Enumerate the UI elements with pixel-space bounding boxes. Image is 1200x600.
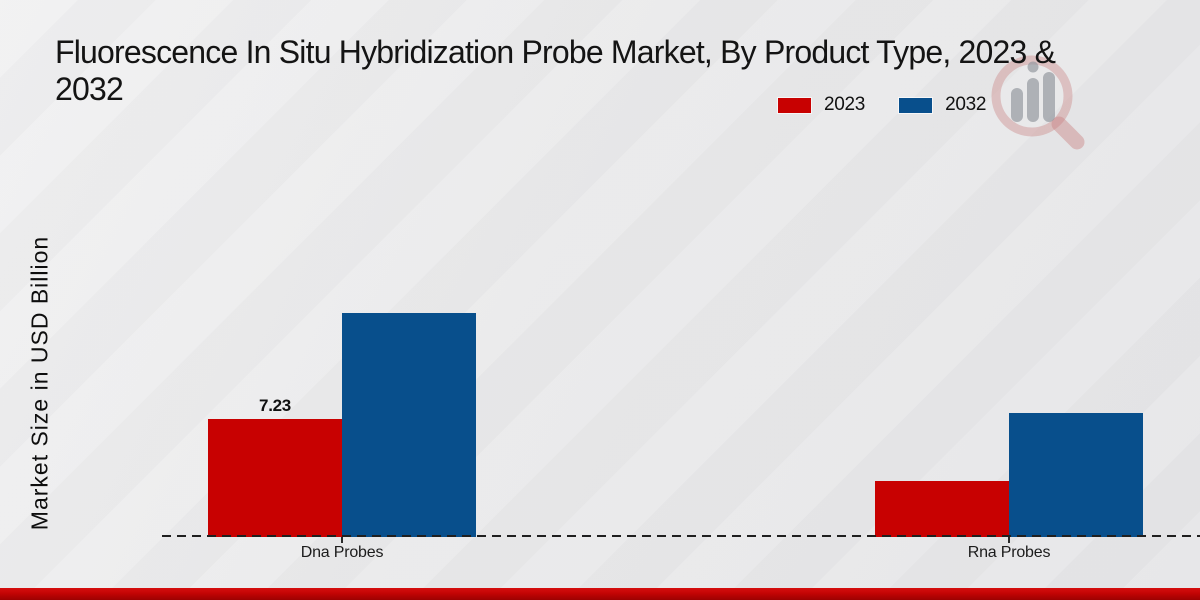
footer-accent-strip	[0, 588, 1200, 600]
chart-title: Fluorescence In Situ Hybridization Probe…	[55, 34, 1056, 108]
legend: 2023 2032	[778, 94, 986, 116]
legend-item-2032: 2032	[899, 94, 986, 116]
legend-swatch-2023	[778, 97, 811, 113]
value-label-7.23: 7.23	[259, 396, 291, 416]
bar-2023-rna-probes	[875, 481, 1009, 537]
chart-title-line2: 2032	[55, 71, 124, 107]
legend-swatch-2032	[899, 97, 933, 113]
legend-item-2023: 2023	[778, 94, 865, 116]
category-label-dna-probes: Dna Probes	[300, 544, 384, 561]
legend-label-2032: 2032	[945, 94, 987, 115]
bar-2032-dna-probes	[342, 313, 476, 537]
bar-2023-dna-probes	[208, 419, 342, 537]
magnifier-bar-chart-logo-icon	[991, 55, 1085, 150]
axis-tick-dna-probes	[341, 537, 343, 543]
legend-label-2023: 2023	[824, 94, 866, 115]
chart-title-line1: Fluorescence In Situ Hybridization Probe…	[55, 34, 1056, 70]
bar-2032-rna-probes	[1009, 413, 1143, 537]
axis-tick-rna-probes	[1008, 537, 1010, 543]
y-axis-label: Market Size in USD Billion	[26, 235, 53, 531]
x-axis-baseline	[162, 535, 1200, 537]
category-label-rna-probes: Rna Probes	[967, 544, 1051, 561]
